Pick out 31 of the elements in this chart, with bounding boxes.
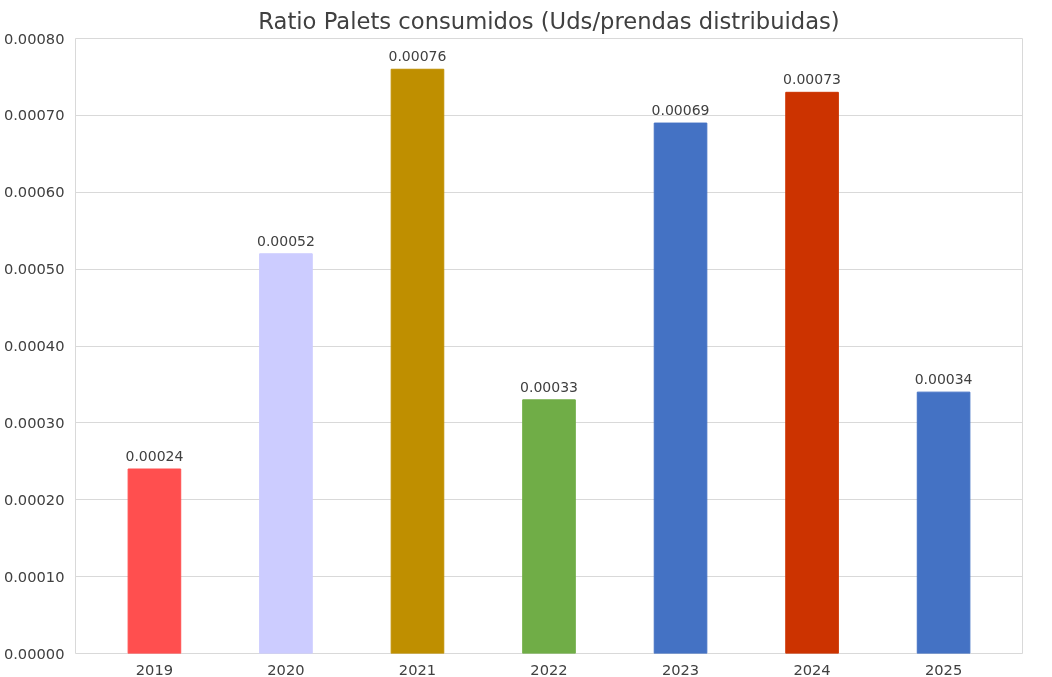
bar xyxy=(785,91,839,654)
data-label: 0.00076 xyxy=(388,48,447,65)
bar xyxy=(127,468,182,654)
data-label: 0.00052 xyxy=(257,232,315,249)
y-tick-label: 0.00060 xyxy=(3,183,65,201)
data-label: 0.00024 xyxy=(125,448,184,464)
y-tick-label: 0.00010 xyxy=(3,567,65,585)
x-tick-label: 2020 xyxy=(267,660,305,677)
y-tick-label: 0.00000 xyxy=(3,644,65,662)
bar xyxy=(259,253,313,654)
y-tick-label: 0.00050 xyxy=(3,260,65,278)
bar xyxy=(916,391,971,654)
x-tick-label: 2019 xyxy=(135,660,174,677)
y-tick-label: 0.00020 xyxy=(3,490,65,508)
y-tick-label: 0.00070 xyxy=(3,106,65,124)
x-tick-label: 2022 xyxy=(530,660,568,677)
x-tick-label: 2023 xyxy=(661,660,700,677)
bar xyxy=(390,68,445,654)
chart-title: Ratio Palets consumidos (Uds/prendas distribuidas) xyxy=(258,7,840,34)
x-tick-label: 2021 xyxy=(398,660,437,677)
data-label: 0.00034 xyxy=(914,371,973,388)
y-tick-label: 0.00030 xyxy=(3,413,65,431)
bar xyxy=(522,399,576,654)
y-tick-label: 0.00040 xyxy=(3,337,65,354)
x-tick-label: 2024 xyxy=(793,660,831,677)
x-tick-label: 2025 xyxy=(924,660,963,677)
bar xyxy=(653,122,708,654)
data-label: 0.00033 xyxy=(520,378,578,395)
data-label: 0.00073 xyxy=(783,71,842,88)
y-tick-label: 0.00080 xyxy=(3,29,65,47)
data-label: 0.00069 xyxy=(651,102,710,119)
